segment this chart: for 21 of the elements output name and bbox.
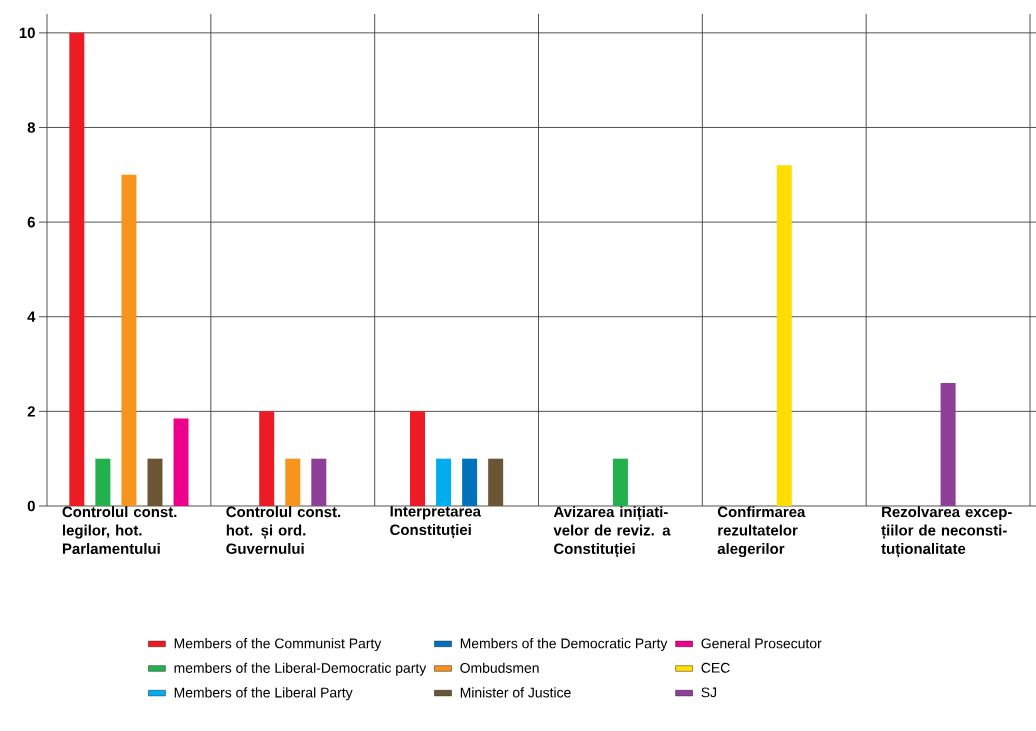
legend-label: Members of the Democratic Party	[460, 638, 668, 652]
legend-label: Minister of Justice	[460, 687, 571, 698]
x-tick-label: Controlul const. hot. și ord. Guvernului	[226, 506, 341, 555]
y-tick-label: 10	[19, 27, 35, 39]
y-tick-label: 4	[27, 311, 36, 322]
legend-label: Ombudsmen	[460, 662, 539, 673]
y-tick-label: 0	[27, 500, 35, 512]
x-tick-label: Controlul const. legilor, hot. Parlamentului	[62, 506, 177, 555]
x-tick-label: Rezolvarea excep-țiilor de neconsti-tuționalitate	[881, 506, 1012, 558]
legend-label: Members of the Liberal Party	[174, 687, 353, 701]
legend-label: CEC	[701, 662, 730, 673]
x-tick-label: Interpretarea Constituției	[390, 506, 482, 539]
legend-label: Members of the Communist Party	[174, 638, 382, 652]
x-tick-label: Confirmarea rezultatelor alegerilor	[717, 506, 806, 558]
legend-label: members of the Liberal-Democratic party	[174, 662, 427, 676]
legend-label: General Prosecutor	[701, 638, 822, 649]
legend-label: SJ	[701, 687, 717, 698]
y-tick-label: 2	[27, 406, 35, 417]
y-tick-label: 8	[27, 122, 36, 133]
x-tick-label: Avizarea inițiati-velor de reviz. a Constituției	[553, 506, 671, 558]
y-tick-label: 6	[27, 216, 35, 228]
